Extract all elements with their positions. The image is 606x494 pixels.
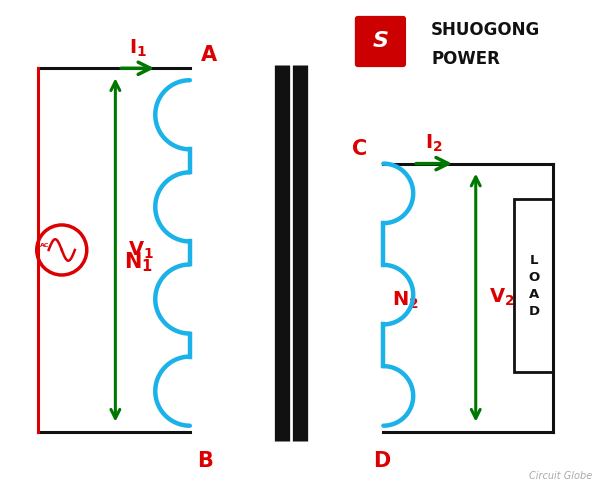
Text: $\mathbf{V_2}$: $\mathbf{V_2}$: [489, 287, 514, 308]
Bar: [514, 200, 553, 372]
Text: $\mathbf{I_1}$: $\mathbf{I_1}$: [128, 38, 147, 59]
Text: AC: AC: [41, 243, 50, 247]
Text: L
O
A
D: L O A D: [528, 254, 539, 318]
Text: C: C: [353, 139, 368, 159]
FancyBboxPatch shape: [355, 16, 406, 67]
Text: $\mathbf{N_1}$: $\mathbf{N_1}$: [124, 250, 153, 274]
Text: $\mathbf{V_1}$: $\mathbf{V_1}$: [128, 239, 155, 261]
Text: Circuit Globe: Circuit Globe: [528, 470, 592, 481]
Text: B: B: [197, 451, 213, 471]
Text: $\mathbf{N_2}$: $\mathbf{N_2}$: [392, 290, 419, 311]
Text: A: A: [201, 45, 217, 65]
Text: S: S: [373, 32, 388, 51]
Text: SHUOGONG: SHUOGONG: [431, 21, 541, 39]
Text: D: D: [373, 451, 390, 471]
Text: POWER: POWER: [431, 50, 500, 68]
Text: $\mathbf{I_2}$: $\mathbf{I_2}$: [425, 133, 443, 154]
